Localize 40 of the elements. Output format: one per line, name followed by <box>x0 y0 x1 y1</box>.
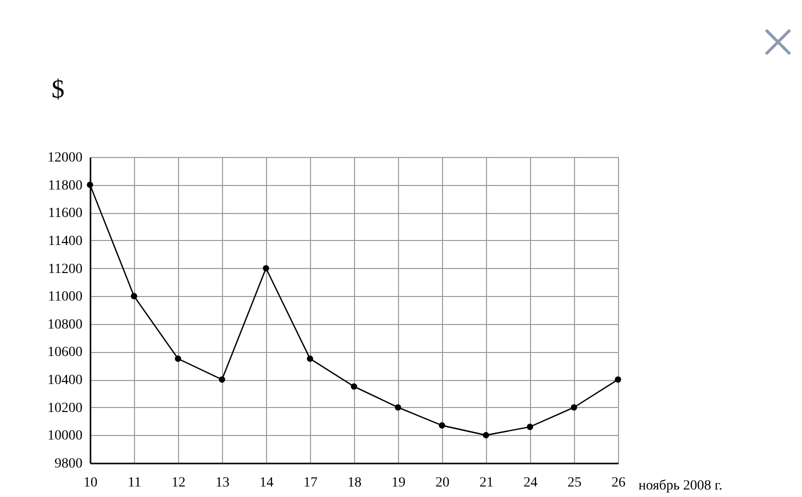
x-tick-label: 11 <box>128 476 142 490</box>
y-tick-label: 10000 <box>48 428 82 444</box>
point <box>306 356 314 362</box>
y-tick-label: 11600 <box>48 206 82 222</box>
x-tick-label: 26 <box>612 476 626 490</box>
y-tick-label: 11400 <box>48 234 82 249</box>
x-tick-label: 13 <box>216 476 230 490</box>
point <box>526 424 534 430</box>
point <box>130 292 138 300</box>
y-axis-title: $ <box>52 74 64 104</box>
point <box>614 376 622 383</box>
x-tick-label: 19 <box>392 476 406 490</box>
x-tick-label: 21 <box>480 476 494 490</box>
x-tick-label: 20 <box>436 476 450 490</box>
x-tick-label: 12 <box>172 476 186 490</box>
x-tick-label: 25 <box>568 476 582 490</box>
y-tick-label: 10800 <box>48 317 82 332</box>
point <box>86 182 94 188</box>
y-tick-label: 10400 <box>48 373 82 388</box>
y-tick-label: 10200 <box>48 400 82 416</box>
point <box>394 404 402 411</box>
y-tick-label: 11000 <box>48 290 82 305</box>
point <box>438 422 446 429</box>
x-axis-title: ноябрь 2008 г. <box>638 478 722 494</box>
point <box>570 404 578 411</box>
point <box>174 356 182 362</box>
y-tick-label: 12000 <box>48 150 82 166</box>
x-tick-label: 14 <box>260 476 274 490</box>
y-tick-label: 9800 <box>54 456 82 472</box>
point <box>262 265 270 272</box>
x-tick-label: 10 <box>84 476 98 490</box>
y-tick-label: 11800 <box>48 178 82 194</box>
point <box>482 432 490 438</box>
point <box>218 376 226 383</box>
x-tick-label: 18 <box>348 476 362 490</box>
y-tick-label: 10600 <box>48 345 82 360</box>
x-tick-label: 24 <box>524 476 538 490</box>
point <box>350 383 358 390</box>
x-tick-label: 17 <box>304 476 318 490</box>
y-tick-label: 11200 <box>48 262 82 277</box>
